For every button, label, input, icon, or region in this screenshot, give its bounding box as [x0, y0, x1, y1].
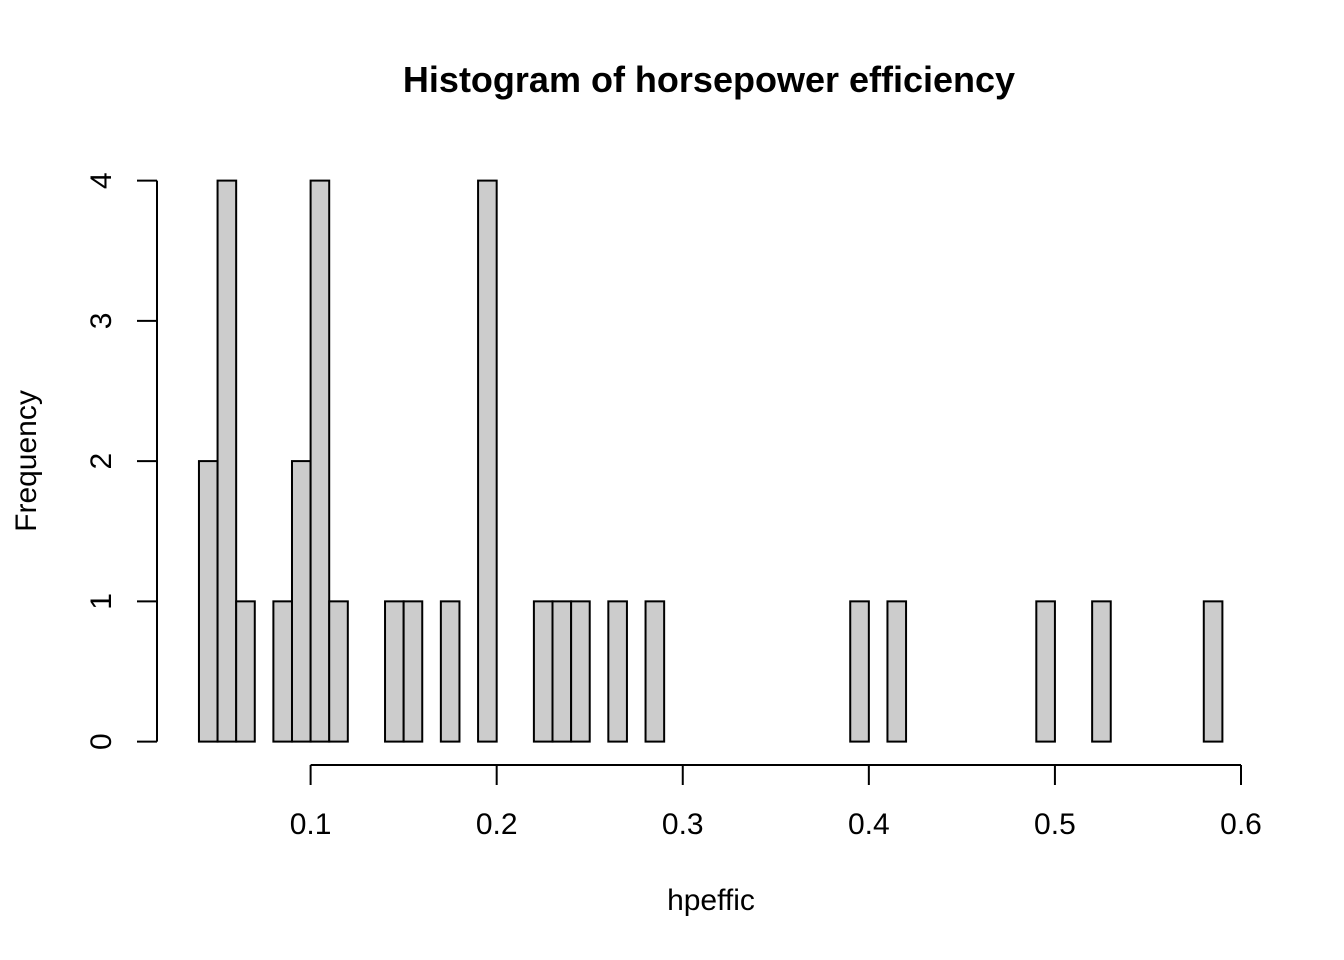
- x-tick-label: 0.6: [1220, 808, 1262, 841]
- x-tick-label: 0.3: [662, 808, 704, 841]
- histogram-bar: [402, 600, 424, 743]
- histogram-bar: [235, 600, 256, 743]
- histogram-bar: [439, 600, 461, 743]
- histogram-bar: [216, 179, 238, 743]
- histogram-bar: [290, 460, 312, 743]
- y-tick-label: 0: [85, 733, 118, 750]
- x-tick-label: 0.2: [476, 808, 518, 841]
- y-axis-label: Frequency: [10, 390, 43, 532]
- histogram-bar: [849, 600, 870, 743]
- histogram-bar: [197, 460, 219, 743]
- y-tick-label: 2: [85, 453, 118, 470]
- histogram-bar: [328, 600, 349, 743]
- x-tick-label: 0.1: [290, 808, 332, 841]
- x-axis: 0.1 0.2 0.3 0.4 0.5 0.6: [290, 764, 1262, 841]
- histogram-bar: [477, 179, 498, 743]
- histogram-bar: [1035, 600, 1056, 743]
- chart-title: Histogram of horsepower efficiency: [403, 59, 1015, 100]
- y-tick-label: 1: [85, 593, 118, 610]
- histogram-bar: [551, 600, 573, 743]
- y-tick-label: 3: [85, 313, 118, 330]
- histogram-bar: [607, 600, 628, 743]
- histogram-bar: [1091, 600, 1112, 743]
- bars-group: [197, 179, 1224, 743]
- y-tick-label: 4: [85, 172, 118, 189]
- histogram-bar: [570, 600, 591, 743]
- histogram-bar: [272, 600, 293, 743]
- x-tick-label: 0.5: [1034, 808, 1076, 841]
- histogram-bar: [886, 600, 908, 743]
- y-axis: 0 1 2 3 4: [85, 172, 158, 750]
- x-axis-label: hpeffic: [667, 884, 755, 917]
- x-tick-label: 0.4: [848, 808, 890, 841]
- histogram-bar: [384, 600, 405, 743]
- histogram-bar: [532, 600, 554, 743]
- histogram-bar: [644, 600, 666, 743]
- histogram-bar: [309, 179, 331, 743]
- histogram-bar: [1202, 600, 1224, 743]
